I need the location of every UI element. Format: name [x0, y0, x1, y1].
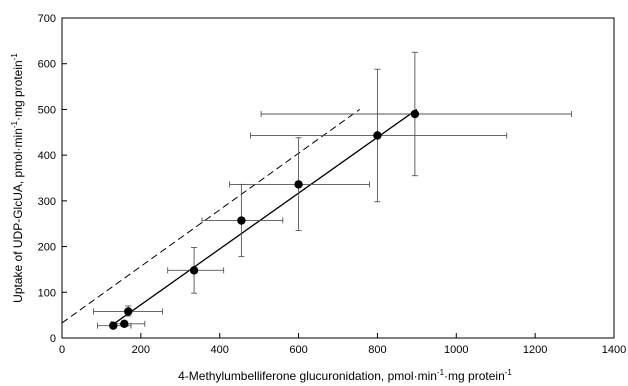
data-points	[109, 109, 420, 330]
data-point	[237, 216, 246, 225]
data-point	[294, 180, 303, 189]
y-tick-label: 500	[38, 104, 56, 116]
x-tick-label: 1200	[523, 344, 547, 356]
dashed-line	[61, 109, 360, 324]
plot-border	[61, 17, 615, 339]
x-tick-label: 0	[59, 344, 65, 356]
x-axis-ticks: 0 200 400 600 800 1000 1200 1400	[59, 333, 626, 356]
y-tick-label: 400	[38, 150, 56, 162]
x-tick-label: 600	[289, 344, 307, 356]
y-tick-label: 300	[38, 196, 56, 208]
y-tick-label: 200	[38, 242, 56, 254]
y-tick-label: 100	[38, 287, 56, 299]
data-point	[120, 319, 129, 329]
data-point	[124, 307, 133, 316]
data-point	[373, 131, 382, 140]
x-axis-label: 4-Methylumbelliferone glucuronidation, p…	[178, 368, 512, 383]
x-tick-label: 1000	[444, 344, 468, 356]
y-tick-label: 700	[38, 13, 56, 25]
data-point	[109, 321, 118, 330]
x-tick-label: 200	[132, 344, 150, 356]
data-point	[189, 266, 199, 275]
fit-lines	[61, 108, 418, 325]
y-axis-label: Uptake of UDP-GlcUA, pmol·min-1·mg prote…	[10, 53, 25, 303]
y-tick-label: 0	[50, 333, 56, 345]
y-axis-ticks: 0 100 200 300 400 500 600 700	[38, 13, 67, 345]
y-tick-label: 600	[38, 59, 56, 71]
plot-frame	[61, 17, 615, 339]
x-tick-label: 800	[368, 344, 386, 356]
regression-line	[112, 108, 418, 325]
data-point	[410, 109, 420, 119]
x-tick-label: 400	[211, 344, 229, 356]
x-tick-label: 1400	[602, 344, 626, 356]
